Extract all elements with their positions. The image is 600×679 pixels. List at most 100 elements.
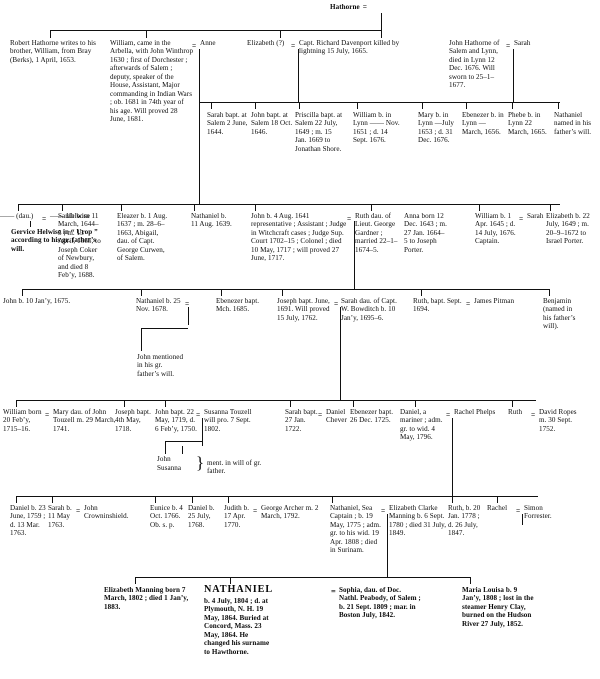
person-joseph-1691: Joseph bapt. June, 1691. Will proved 15 … <box>277 297 330 322</box>
connector-gen3-tick-2 <box>255 102 256 109</box>
person-nathaniel-1639: Nathaniel b. 11 Aug. 1639. <box>191 212 232 229</box>
marriage-equals-sarah-crowninshield: = <box>76 506 81 515</box>
person-joseph-1718: Joseph bapt. 4th May, 1718. <box>115 408 151 433</box>
person-priscilla-1649: Priscilla bapt. at Salem 22 July, 1649 ;… <box>295 111 343 153</box>
person-ebenezer-1725: Ebenezer bapt. 26 Dec. 1725. <box>350 408 394 425</box>
connector-gen6-tick-7 <box>452 496 453 503</box>
spouse-daniel-chever: Daniel Chever <box>326 408 347 425</box>
person-elizabeth-1649: Elizabeth b. 22 July, 1649 ; m. 20–9–167… <box>546 212 590 246</box>
person-ruth-1778: Ruth, b. 20 Jan. 1778 ; d. 26 July, 1847… <box>448 504 481 538</box>
person-nathaniel-hawthorne-name: NATHANIEL <box>204 584 274 595</box>
spouse-george-archer: George Archer m. 2 March, 1792. <box>261 504 319 521</box>
person-elizabeth-davenport: Elizabeth (?) <box>247 39 285 47</box>
connector-gen5-tick-5 <box>353 400 354 407</box>
connector-gen3w-tick-3 <box>121 204 122 211</box>
person-phebe-lynn-1665: Phebe b. in Lynn 22 March, 1665. <box>508 111 547 136</box>
connector-gen6-tick-4 <box>192 496 193 503</box>
spouse-sarah-of-william-1645: Sarah <box>527 212 544 220</box>
spouse-james-pitman: James Pitman <box>474 297 515 305</box>
connector-nathaniel-1678-child-stem <box>141 328 142 351</box>
marriage-equals-william-1645-sarah: = <box>519 214 524 223</box>
root-marriage-equals: = <box>362 2 368 11</box>
person-nathaniel-hawthorne-detail: b. 4 July, 1804 ; d. at Plymouth, N. H. … <box>204 597 270 656</box>
connector-gen3w-tick-2 <box>62 204 63 211</box>
connector-gen6-tick-6 <box>332 496 333 503</box>
marriage-equals-ruth-david-ropes: = <box>531 410 536 419</box>
spouse-simon-forrester: Simon Forrester. <box>524 504 552 521</box>
connector-gen4-tick-2 <box>141 289 142 296</box>
connector-gen5-tick-6 <box>415 400 416 407</box>
connector-gen2-tick-william <box>146 30 147 38</box>
person-mary-lynn-1653: Mary b. in Lynn —July 1653 ; d. 31 Dec. … <box>418 111 454 145</box>
connector-william-anne-stem <box>199 49 200 204</box>
connector-gen7-tick-2 <box>230 577 231 584</box>
connector-gen7-tick-3 <box>470 577 471 584</box>
connector-nathaniel-elizabeth-stem <box>387 514 388 577</box>
connector-gen3-tick-5 <box>422 102 423 109</box>
person-william-lynn-1651: William b. in Lynn —— Nov. 1651 ; d. 14 … <box>353 111 400 145</box>
person-nathaniel-named-will: Nathaniel named in his father’s will. <box>554 111 592 136</box>
person-john-1641: John b. 4 Aug. 1641 representative ; Ass… <box>251 212 347 263</box>
spouse-david-ropes: David Ropes m. 30 Sept. 1752. <box>539 408 577 433</box>
person-ebenezer-lynn-1656: Ebenezer b. in Lynn — March, 1656. <box>462 111 504 136</box>
root-name-label: Hathorne <box>330 3 360 11</box>
spouse-sarah-of-john: Sarah <box>514 39 531 47</box>
person-sarah-1763: Sarah b. 11 May 1763. <box>48 504 72 529</box>
person-william-arbella: William, came in the Arbella, with John … <box>110 39 194 124</box>
person-elizabeth-manning-1802: Elizabeth Manning born 7 March, 1802 ; d… <box>104 586 189 611</box>
connector-gen3-tick-1 <box>211 102 212 109</box>
person-maria-louisa-1808: Maria Louisa b. 9 Jan’y, 1808 ; lost in … <box>462 586 534 628</box>
connector-john-susanna-stem <box>202 418 203 446</box>
connector-gen6-tick-8 <box>497 496 498 503</box>
connector-gen3w-tick-8 <box>550 204 551 211</box>
connector-gen3w-tick-4 <box>194 204 195 211</box>
marriage-equals-john-sarah: = <box>506 41 511 50</box>
connector-rachel-forrester-stem <box>522 514 523 525</box>
spouse-rachel-phelps: Rachel Phelps <box>454 408 496 416</box>
person-ruth-ropes: Ruth <box>508 408 523 416</box>
person-john-1719: John bapt. 22 May, 1719, d. 6 Feb’y, 175… <box>155 408 197 433</box>
marriage-equals-sarah-chever: = <box>318 410 323 419</box>
marriage-equals-rachel-forrester: = <box>516 506 521 515</box>
person-daniel-1759: Daniel b. 23 June, 1759 ; d. 13 Mar. 176… <box>10 504 46 538</box>
connector-gen3w-tick-5 <box>255 204 256 211</box>
spouse-richard-davenport: Capt. Richard Davenport killed by lightn… <box>299 39 400 56</box>
connector-nathaniel-1678-spouse-stem <box>188 307 189 325</box>
spouse-anne: Anne <box>200 39 216 47</box>
connector-gen7-bar <box>135 577 471 578</box>
person-nathaniel-sea-captain: Nathaniel, Sea Captain ; b. 19 May, 1775… <box>330 504 381 555</box>
person-ruth-1694: Ruth, bapt. Sept. 1694. <box>413 297 462 314</box>
connector-gen2-tick-elizabeth <box>280 30 281 38</box>
connector-gen3w-tick-7 <box>479 204 480 211</box>
person-daniel-mariner: Daniel, a mariner ; adm. gr. to wid. 4 M… <box>400 408 443 442</box>
connector-gen6-tick-5 <box>228 496 229 503</box>
connector-gen7-tick-1 <box>135 577 136 584</box>
marriage-equals-joseph-sarah-bowditch: = <box>334 299 339 308</box>
person-sarah-1722: Sarah bapt. 27 Jan. 1722. <box>285 408 318 433</box>
connector-gen3-davenport-bar <box>200 102 560 103</box>
connector-gen5-tick-2 <box>124 400 125 407</box>
connector-gen3-tick-7 <box>512 102 513 109</box>
person-william-1645: William b. 1 Apr. 1645 ; d. 14 July, 167… <box>475 212 516 246</box>
connector-davenport-stem <box>298 49 299 102</box>
brace-john-susanna: } <box>196 453 205 472</box>
connector-joseph-sarah-stem <box>340 307 341 400</box>
connector-john-susanna-children-stem <box>165 441 166 454</box>
note-ment-in-will-gr-father: ment. in will of gr. father. <box>207 459 262 476</box>
connector-gen4-tick-5 <box>421 289 422 296</box>
spouse-sarah-bowditch: Sarah dau. of Capt. W. Bowditch b. 10 Ja… <box>341 297 397 322</box>
connector-gen3-tick-6 <box>466 102 467 109</box>
connector-gen4-bar <box>22 289 550 290</box>
marriage-equals-judith-archer: = <box>253 506 258 515</box>
connector-nathaniel-1678-child-bar <box>141 328 188 329</box>
connector-gen4-tick-4 <box>282 289 283 296</box>
person-eleazer-1637: Eleazer b. 1 Aug. 1637 ; m. 28–6–1663, A… <box>117 212 168 263</box>
connector-gen5-bar <box>16 400 536 401</box>
person-robert-hathorne: Robert Hathorne writes to his brother, W… <box>10 39 96 64</box>
marriage-equals-elizabeth-davenport: = <box>291 41 296 50</box>
marriage-equals-william-mary-touzell: = <box>45 410 50 419</box>
connector-john-sarah-stem <box>513 49 514 102</box>
connector-gen3-william-bar <box>18 204 560 205</box>
person-william-1715: William born 20 Feb’y, 1715–16. <box>3 408 42 433</box>
